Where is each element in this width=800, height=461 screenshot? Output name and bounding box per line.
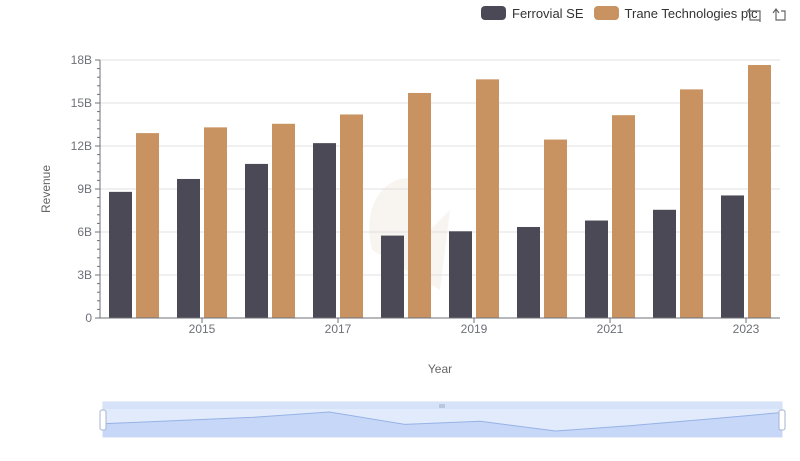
bar-trane-2021[interactable]	[612, 115, 635, 318]
y-tick-label: 18B	[71, 53, 92, 67]
bar-ferrovial-2019[interactable]	[449, 231, 472, 318]
y-axis-title: Revenue	[39, 164, 53, 214]
y-tick-label: 6B	[77, 225, 92, 239]
y-axis-ticks: 0 3B 6B 9B 12B 15B 18B	[71, 53, 100, 325]
y-tick-label: 3B	[77, 268, 92, 282]
bar-trane-2014[interactable]	[136, 133, 159, 318]
bar-trane-2019[interactable]	[476, 79, 499, 318]
legend-label-trane: Trane Technologies plc	[624, 5, 758, 21]
x-tick-label: 2017	[325, 322, 352, 336]
bar-ferrovial-2017[interactable]	[313, 143, 336, 318]
bar-trane-2018[interactable]	[408, 92, 431, 318]
x-tick-label: 2019	[461, 322, 488, 336]
y-tick-label: 12B	[71, 139, 92, 153]
bar-ferrovial-2015[interactable]	[177, 178, 200, 318]
y-tick-label: 15B	[71, 96, 92, 110]
legend-item-trane[interactable]: Trane Technologies plc	[593, 5, 758, 21]
bar-trane-2016[interactable]	[272, 123, 295, 319]
x-tick-label: 2023	[733, 322, 760, 336]
toolbox	[746, 6, 794, 24]
bar-trane-2023[interactable]	[748, 65, 771, 319]
data-zoom-grip-icon	[439, 404, 445, 408]
bars	[109, 65, 771, 319]
y-tick-label: 9B	[77, 182, 92, 196]
bar-ferrovial-2018[interactable]	[381, 235, 404, 318]
bar-trane-2020[interactable]	[544, 139, 567, 318]
bar-trane-2017[interactable]	[340, 114, 363, 318]
bar-trane-2015[interactable]	[204, 127, 227, 318]
legend-swatch-ferrovial	[481, 6, 506, 20]
data-zoom-handle-right[interactable]	[778, 409, 786, 431]
legend-item-ferrovial[interactable]: Ferrovial SE	[481, 6, 584, 21]
legend: Ferrovial SE Trane Technologies plc	[481, 3, 768, 23]
zoom-icon[interactable]	[746, 6, 764, 24]
bar-ferrovial-2021[interactable]	[585, 220, 608, 318]
data-zoom-slider[interactable]	[99, 401, 786, 438]
zoom-reset-icon[interactable]	[770, 6, 788, 24]
x-axis-title: Year	[427, 362, 453, 376]
x-axis-ticks: 2015 2017 2019 2021 2023	[189, 318, 760, 336]
bar-ferrovial-2023[interactable]	[721, 195, 744, 318]
x-tick-label: 2015	[189, 322, 216, 336]
bar-ferrovial-2022[interactable]	[653, 209, 676, 318]
legend-swatch-trane	[593, 6, 619, 20]
legend-label-ferrovial: Ferrovial SE	[512, 5, 584, 21]
bar-trane-2022[interactable]	[680, 89, 703, 318]
data-zoom-handle-left[interactable]	[99, 409, 107, 431]
bar-ferrovial-2016[interactable]	[245, 163, 268, 318]
bar-ferrovial-2014[interactable]	[109, 191, 132, 318]
y-tick-label: 0	[85, 311, 92, 325]
x-tick-label: 2021	[597, 322, 624, 336]
data-zoom-preview-line	[102, 411, 783, 432]
data-zoom-preview-area	[103, 412, 782, 437]
bar-ferrovial-2020[interactable]	[517, 226, 540, 318]
